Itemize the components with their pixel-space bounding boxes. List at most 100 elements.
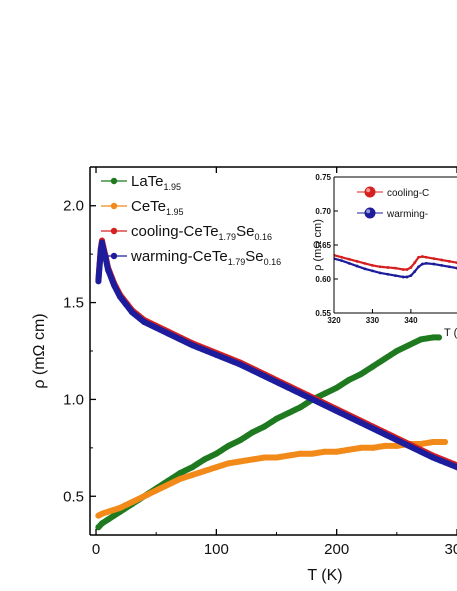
inset-background [334,177,457,313]
inset-y-tick-label: 0.70 [315,207,331,216]
series-0-point [357,371,364,378]
series-1-point [429,439,436,446]
series-3-point [333,408,340,415]
inset-data-layer [334,253,457,279]
series-3 [95,239,457,471]
series-1-point [165,481,172,488]
legend-base: CeTe [131,198,166,215]
inset-series-0-point [405,268,409,271]
legend-sub2: 0.16 [254,232,272,242]
inset-series-1-point [440,264,444,267]
series-0-point [213,450,220,457]
legend-sub1: 1.79 [228,257,246,267]
series-3-point [189,342,196,349]
series-0-point [249,429,256,436]
legend-sub1: 1.95 [164,182,182,192]
legend-base: warming-CeTe [130,248,228,265]
series-0-point [321,390,328,397]
inset-series-1-point [401,275,405,279]
series-1-point [369,444,376,451]
series-1-point [273,454,280,461]
inset-y-tick-label: 0.75 [315,173,331,182]
inset-legend-label: cooling-C [387,188,429,199]
inset-series-1-point [421,262,424,266]
series-0-point [177,470,184,477]
series-0-point [237,437,244,444]
y-tick-label: 0.5 [63,488,84,505]
series-1-point [117,504,124,511]
series-3-point [129,309,136,316]
series-1-point [249,456,256,463]
inset-series-1-point [394,274,397,277]
inset-legend-marker [364,207,376,219]
series-0-point [405,342,412,349]
series-1-point [99,510,106,517]
series-0-point [261,423,268,430]
series-0-point [105,516,112,523]
inset-series-0-point [417,255,420,259]
inset-series-1-point [386,272,390,276]
inset-series-1-point [413,270,417,273]
x-tick-label: 300 [444,541,457,558]
series-1-point [261,454,268,461]
inset-series-0-point [340,255,344,259]
y-tick-label: 2.0 [63,198,84,215]
series-0-point [435,334,442,341]
legend-label: LaTe1.95 [131,173,181,192]
inset-series-0-point [440,258,444,262]
inset-series-0-point [355,259,359,263]
series-1-point [381,442,388,449]
series-3-point [405,442,412,449]
series-1-point [393,442,400,449]
series-3-point [117,293,124,300]
inset-series-0-point [363,261,367,265]
inset-y-tick-label: 0.60 [315,275,331,284]
series-1-point [357,444,364,451]
inset-y-axis-title: ρ (mΩ cm) [312,219,324,271]
series-3-point [141,318,148,325]
series-0-point [369,363,376,370]
series-3-point [95,278,102,285]
series-1-point [417,440,424,447]
inset-series-0-point [401,268,405,271]
legend-label: warming-CeTe1.79Se0.16 [130,248,281,267]
legend-entry-1: CeTe1.95 [101,198,184,217]
series-1-point [309,450,316,457]
legend-mid: Se [245,248,263,265]
inset-series-0-point [347,257,351,261]
x-tick-label: 100 [204,541,229,558]
series-0-point [417,336,424,343]
series-1-point [297,450,304,457]
inset-series-0-point [413,261,417,265]
y-tick-label: 1.0 [63,391,84,408]
series-0-point [381,355,388,362]
series-1-point [141,493,148,500]
inset-legend-marker [364,186,376,198]
inset-legend-marker-highlight [366,209,371,214]
inset-series-0-point [409,266,413,269]
legend-mid: Se [236,223,254,240]
series-3-point [454,464,457,471]
inset-y-tick-label: 0.55 [315,309,331,318]
series-1-point [237,458,244,465]
series-1-point [105,508,112,515]
inset-series-0-point [421,255,424,258]
y-tick-label: 1.5 [63,295,84,312]
inset-series-1-point [355,264,359,268]
inset-series-0-point [386,266,390,269]
series-0-point [285,409,292,416]
series-0-point [345,377,352,384]
inset-series-1-point [405,275,409,279]
series-3-point [261,373,268,380]
series-0-point [333,384,340,391]
series-3-point [237,361,244,368]
inset-series-1-point [409,274,413,277]
legend-sub2: 0.16 [264,257,282,267]
x-axis-title: T (K) [307,567,342,584]
legend-marker [110,177,118,185]
series-1 [95,439,448,519]
series-1-point [153,487,160,494]
inset-series-1-point [417,265,420,269]
legend-entry-2: cooling-CeTe1.79Se0.16 [101,223,272,242]
